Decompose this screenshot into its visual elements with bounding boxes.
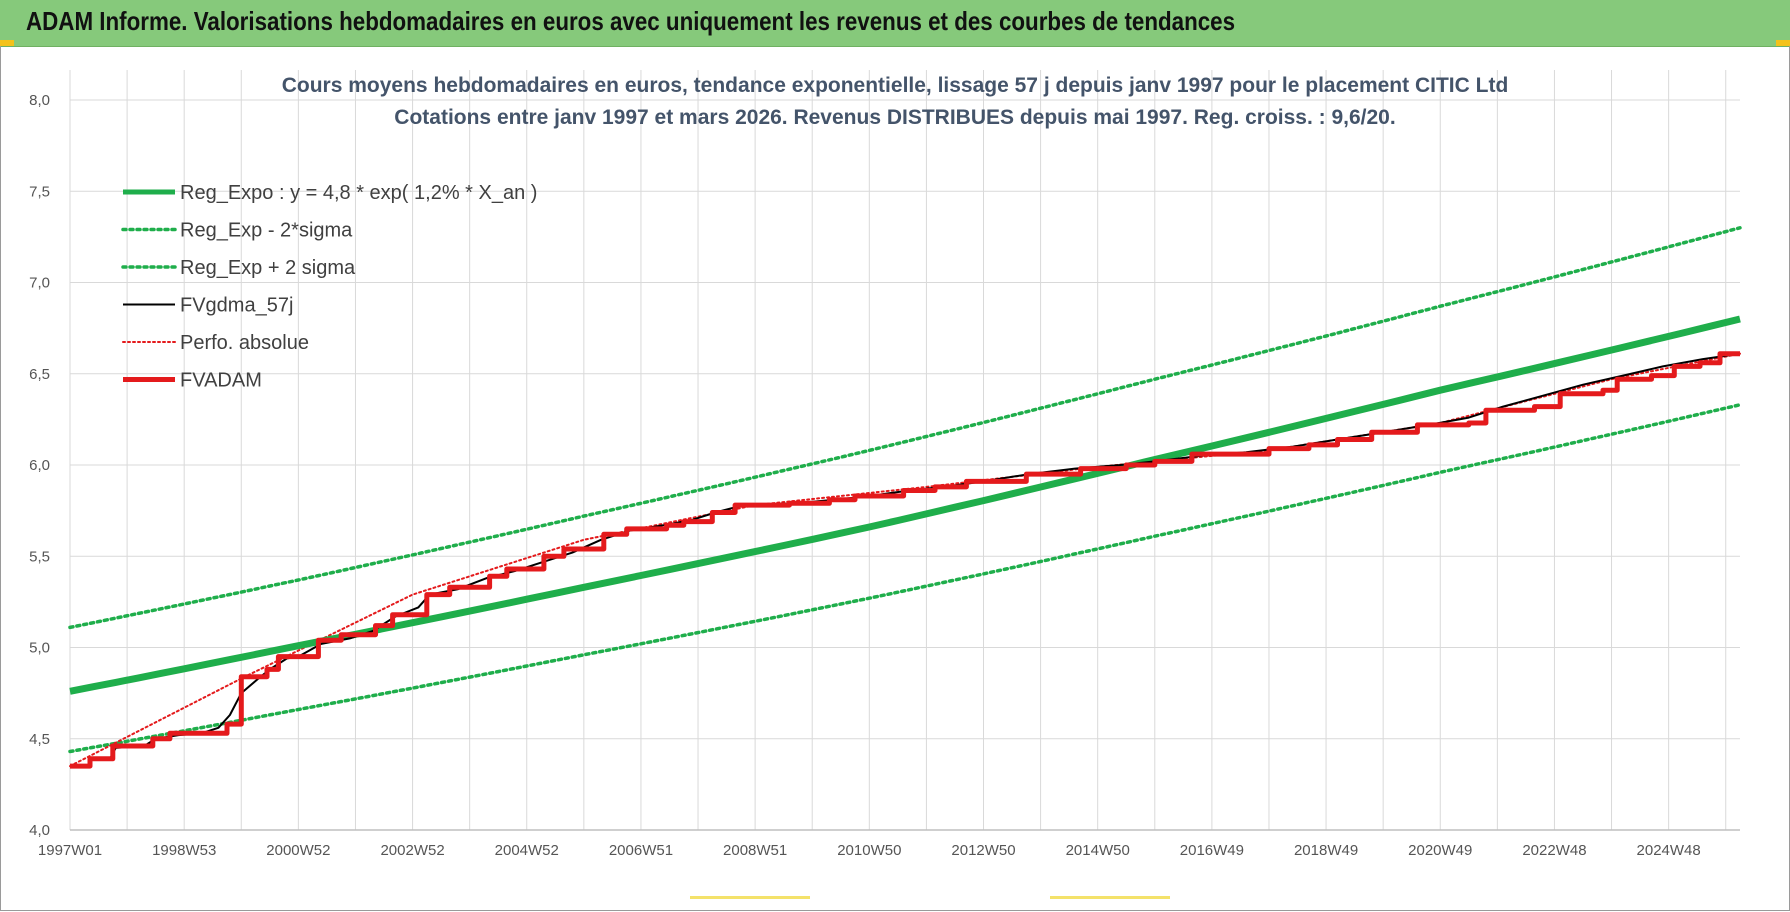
y-tick-label: 4,0: [29, 822, 50, 839]
series-line-reg-exp-2-sigma: [68, 226, 1742, 630]
chart-title-line2: Cotations entre janv 1997 et mars 2026. …: [394, 106, 1395, 129]
x-tick-label: 2022W48: [1522, 842, 1586, 859]
corner-marker: [1776, 40, 1790, 46]
y-tick-label: 6,0: [29, 457, 50, 474]
footer-accent: [690, 896, 810, 899]
report-title: ADAM Informe. Valorisations hebdomadaire…: [26, 6, 1236, 36]
chart-title-line1: Cours moyens hebdomadaires en euros, ten…: [282, 74, 1509, 97]
x-tick-label: 2004W52: [495, 842, 559, 859]
legend-label: FVgdma_57j: [180, 295, 293, 317]
y-tick-label: 7,0: [29, 275, 50, 292]
footer-accent: [1050, 896, 1170, 899]
y-tick-label: 5,5: [29, 548, 50, 565]
x-tick-label: 2002W52: [380, 842, 444, 859]
series-line-reg-exp-2-sigma: [68, 403, 1742, 754]
x-tick-label: 2000W52: [266, 842, 330, 859]
axes: 4,0 4,5 5,0 5,5 6,0 6,5 7,0 7,5 8,0 1997W01 1998W5…: [29, 92, 1740, 859]
x-tick-label: 2012W50: [951, 842, 1015, 859]
gridlines: [69, 70, 1740, 831]
x-tick-label: 2016W49: [1180, 842, 1244, 859]
x-tick-label: 2008W51: [723, 842, 787, 859]
legend-label: Reg_Exp - 2*sigma: [180, 220, 353, 242]
x-tick-label: 2018W49: [1294, 842, 1358, 859]
y-tick-label: 7,5: [29, 183, 50, 200]
legend-label: Reg_Exp + 2 sigma: [180, 257, 356, 279]
y-tick-label: 6,5: [29, 366, 50, 383]
y-tick-label: 4,5: [29, 731, 50, 748]
x-tick-label: 2006W51: [609, 842, 673, 859]
series-line-fvadam: [70, 351, 1740, 769]
x-tick-label: 2024W48: [1637, 842, 1701, 859]
y-tick-label: 5,0: [29, 640, 50, 657]
series-line-reg-expo-y-4-8-exp-1-2-x-an: [69, 315, 1741, 695]
corner-marker: [0, 40, 14, 46]
x-tick-label: 2010W50: [837, 842, 901, 859]
legend-label: FVADAM: [180, 370, 262, 392]
legend: Reg_Expo : y = 4,8 * exp( 1,2% * X_an ) R…: [121, 182, 537, 392]
x-tick-label: 1997W01: [38, 842, 102, 859]
legend-label: Perfo. absolue: [180, 332, 309, 354]
y-tick-label: 8,0: [29, 92, 50, 109]
legend-label: Reg_Expo : y = 4,8 * exp( 1,2% * X_an ): [180, 182, 537, 204]
x-tick-label: 2014W50: [1066, 842, 1130, 859]
series: [68, 226, 1742, 769]
report-banner: ADAM Informe. Valorisations hebdomadaire…: [0, 0, 1790, 47]
x-tick-label: 1998W53: [152, 842, 216, 859]
x-tick-label: 2020W49: [1408, 842, 1472, 859]
